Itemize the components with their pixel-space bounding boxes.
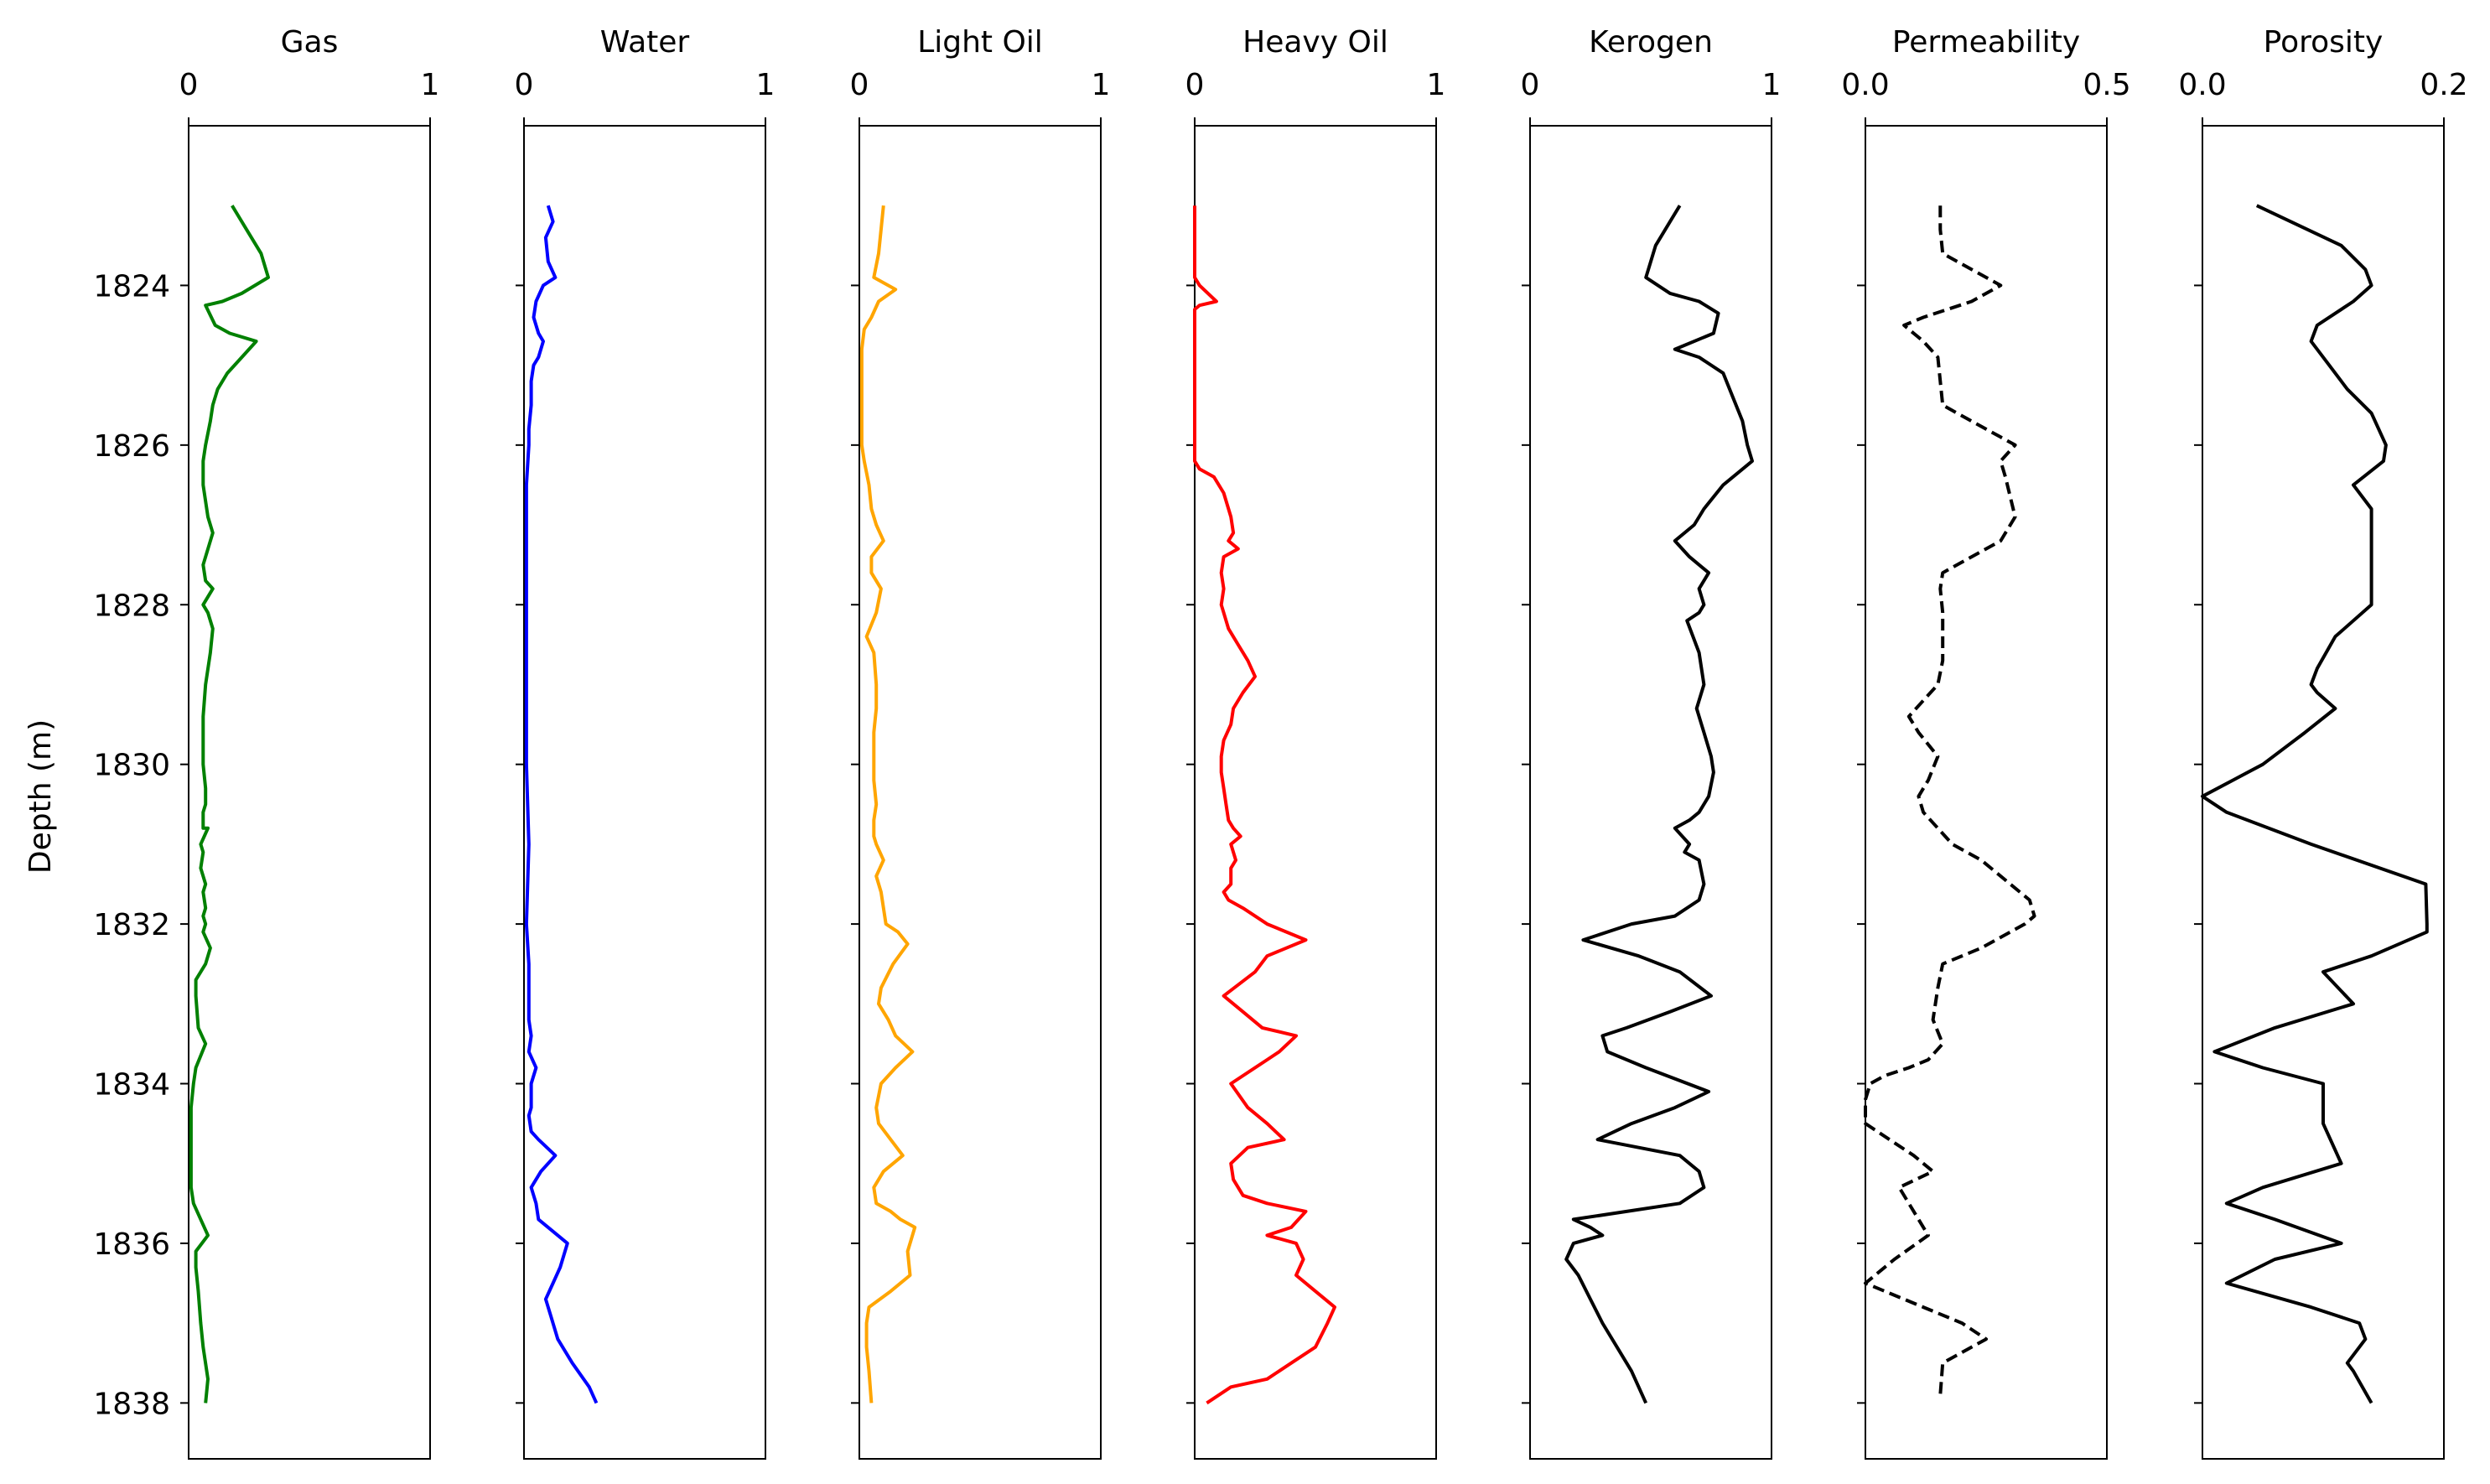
y-tick-label-5: 1834 (93, 1068, 170, 1103)
curve-gas (189, 205, 270, 1404)
y-tick-label-4: 1832 (93, 908, 170, 942)
x-tick-label-gas-0: 0 (179, 68, 199, 102)
track-frame-porosity (2202, 125, 2445, 1460)
x-tick-label-permeability-0: 0.0 (1841, 68, 1889, 102)
y-tick-label-0: 1824 (93, 269, 170, 304)
x-tick-label-porosity-1: 0.2 (2420, 68, 2467, 102)
track-frame-gas (188, 125, 431, 1460)
track-frame-kerogen (1529, 125, 1772, 1460)
track-gas: Gas 0 1 1824 1826 1828 1830 1832 1834 1836 1838 (93, 25, 440, 1460)
x-tick-label-kerogen-0: 0 (1521, 68, 1540, 102)
track-light-oil: Light Oil 0 1 (850, 25, 1111, 1460)
track-heavy-oil: Heavy Oil 0 1 (1185, 25, 1446, 1460)
curve-kerogen (1564, 205, 1754, 1404)
y-axis-label: Depth (m) (23, 719, 58, 874)
x-tick-label-water-0: 0 (515, 68, 534, 102)
x-tick-label-water-1: 1 (756, 68, 776, 102)
track-water: Water 0 1 (515, 25, 776, 1460)
x-tick-label-light-oil-1: 1 (1092, 68, 1111, 102)
x-tick-label-permeability-1: 0.5 (2083, 68, 2130, 102)
curve-heavy-oil (1193, 205, 1336, 1405)
y-tick-label-6: 1836 (93, 1227, 170, 1262)
x-tick-label-heavy-oil-0: 0 (1185, 68, 1205, 102)
y-tick-label-2: 1828 (93, 589, 170, 623)
curve-light-oil (859, 205, 917, 1404)
x-tick-label-light-oil-0: 0 (850, 68, 869, 102)
track-title-kerogen: Kerogen (1589, 25, 1713, 60)
curve-permeability (1864, 205, 2036, 1395)
track-title-gas: Gas (281, 25, 339, 60)
track-title-permeability: Permeability (1892, 25, 2080, 60)
curve-porosity (2201, 204, 2429, 1404)
track-porosity: Porosity 0.0 0.2 (2178, 25, 2468, 1460)
track-kerogen: Kerogen 0 1 (1521, 25, 1782, 1460)
track-frame-water (523, 125, 766, 1460)
curve-water (524, 205, 599, 1404)
log-tracks: Gas 0 1 1824 1826 1828 1830 1832 1834 1836 1838 Wat… (93, 25, 2468, 1460)
x-tick-label-porosity-0: 0.0 (2178, 68, 2226, 102)
track-frame-light-oil (859, 125, 1102, 1460)
track-frame-heavy-oil (1194, 125, 1437, 1460)
y-tick-label-7: 1838 (93, 1387, 170, 1421)
y-tick-label-3: 1830 (93, 749, 170, 783)
track-title-water: Water (600, 25, 690, 60)
x-tick-label-kerogen-1: 1 (1762, 68, 1782, 102)
track-title-porosity: Porosity (2264, 25, 2384, 60)
track-frame-permeability (1865, 125, 2108, 1460)
x-tick-label-gas-1: 1 (421, 68, 440, 102)
track-title-heavy-oil: Heavy Oil (1242, 25, 1388, 60)
y-tick-label-1: 1826 (93, 429, 170, 464)
track-title-light-oil: Light Oil (917, 25, 1043, 60)
x-tick-label-heavy-oil-1: 1 (1427, 68, 1446, 102)
